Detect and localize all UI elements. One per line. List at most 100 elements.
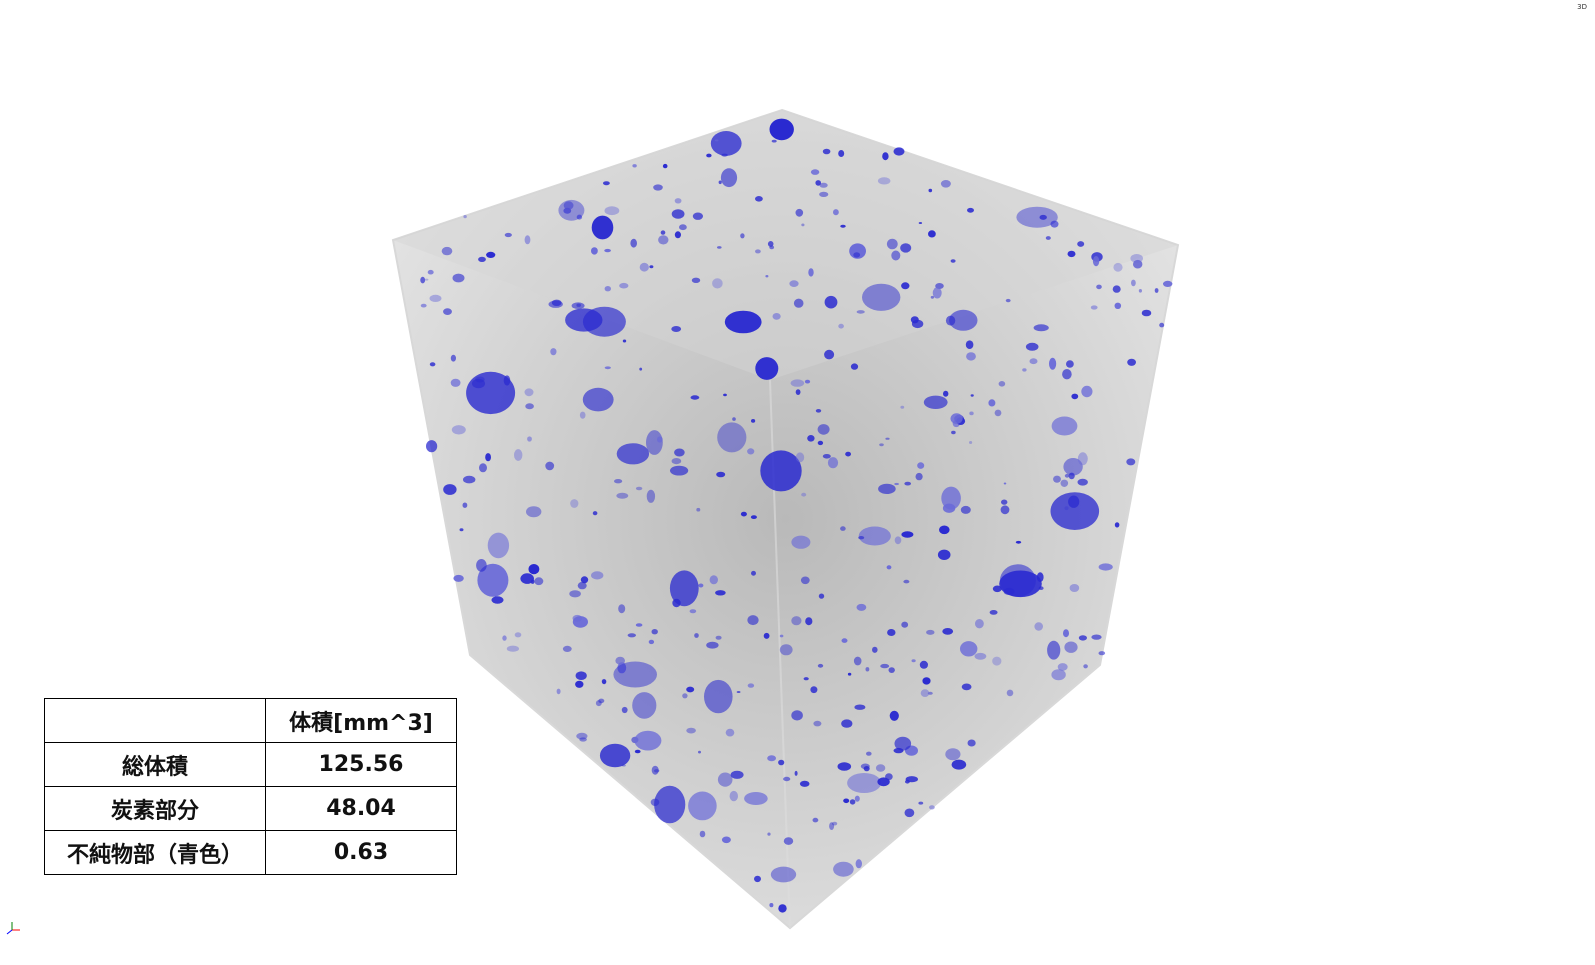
particle — [885, 437, 890, 440]
particle — [1064, 473, 1070, 478]
particle — [1039, 214, 1047, 220]
particle — [817, 440, 824, 446]
particle — [1025, 342, 1039, 351]
particle — [527, 436, 532, 442]
particle — [592, 511, 598, 516]
particle — [670, 465, 689, 476]
particle — [715, 590, 726, 596]
particle — [721, 836, 731, 844]
particle — [747, 615, 759, 626]
row-label: 総体積 — [44, 742, 266, 787]
particle — [1154, 288, 1159, 293]
particle — [634, 749, 641, 754]
particle — [755, 196, 763, 202]
particle — [420, 303, 427, 308]
particle — [706, 153, 712, 158]
particle — [975, 619, 984, 629]
particle — [950, 413, 963, 424]
particle — [747, 448, 755, 455]
particle — [945, 748, 961, 761]
particle — [443, 484, 457, 495]
particle — [772, 313, 781, 320]
particle — [603, 181, 610, 186]
particle — [779, 644, 793, 656]
particle — [730, 770, 744, 779]
particle — [1083, 664, 1088, 669]
particle — [854, 795, 860, 802]
particle — [709, 575, 718, 585]
particle — [1098, 651, 1106, 656]
particle — [635, 623, 643, 627]
particle — [901, 282, 910, 290]
particle — [950, 259, 956, 263]
particle — [891, 250, 901, 261]
particle — [1114, 302, 1122, 309]
particle — [795, 389, 801, 395]
particle — [928, 230, 936, 238]
particle — [646, 430, 663, 455]
particle — [528, 564, 540, 575]
particle — [688, 791, 717, 821]
particle — [1113, 262, 1123, 272]
particle — [429, 294, 442, 302]
particle — [618, 604, 626, 614]
particle — [478, 256, 486, 262]
particle — [487, 532, 510, 559]
particle — [1077, 452, 1088, 466]
particle — [689, 609, 697, 614]
particle — [1029, 358, 1038, 365]
particle — [1066, 360, 1074, 368]
particle — [699, 830, 706, 838]
particle — [779, 634, 784, 638]
particle — [855, 859, 862, 869]
particle — [880, 663, 890, 669]
particle — [692, 212, 704, 220]
particle — [632, 692, 657, 719]
particle — [1060, 479, 1069, 487]
particle — [1047, 640, 1061, 660]
particle — [426, 440, 438, 453]
particle — [886, 238, 898, 250]
particle — [651, 765, 659, 775]
particle — [841, 638, 848, 643]
impurity-particles — [420, 118, 1173, 913]
particle — [471, 378, 486, 389]
particle — [1131, 279, 1136, 287]
particle — [853, 252, 861, 258]
particle — [639, 367, 643, 371]
particle — [572, 616, 589, 628]
particle — [520, 573, 534, 584]
particle — [838, 150, 845, 157]
particle — [822, 454, 831, 459]
particle — [1078, 635, 1087, 641]
particle — [919, 660, 929, 669]
particle — [575, 680, 584, 688]
particle — [1006, 689, 1014, 697]
particle — [770, 866, 797, 883]
particle — [1133, 259, 1143, 269]
particle — [613, 661, 657, 688]
particle — [524, 235, 531, 245]
particle — [949, 309, 978, 331]
particle — [854, 704, 866, 710]
particle — [961, 683, 972, 691]
particle — [910, 316, 919, 324]
particle — [1015, 540, 1022, 544]
particle — [791, 535, 811, 549]
particle — [627, 633, 636, 638]
particle — [485, 453, 491, 462]
particle — [1050, 492, 1100, 530]
particle — [862, 283, 901, 311]
particle — [812, 817, 819, 823]
particle — [582, 387, 614, 412]
particle — [671, 209, 685, 219]
particle — [563, 201, 574, 210]
particle — [558, 199, 585, 221]
volume-table: 体積[mm^3] 総体積 125.56 炭素部分 48.04 不純物部（青色） 0.6… — [44, 698, 457, 875]
particle — [804, 379, 811, 384]
particle — [858, 536, 865, 540]
particle — [810, 686, 818, 694]
particle — [476, 559, 487, 572]
particle — [466, 371, 516, 415]
